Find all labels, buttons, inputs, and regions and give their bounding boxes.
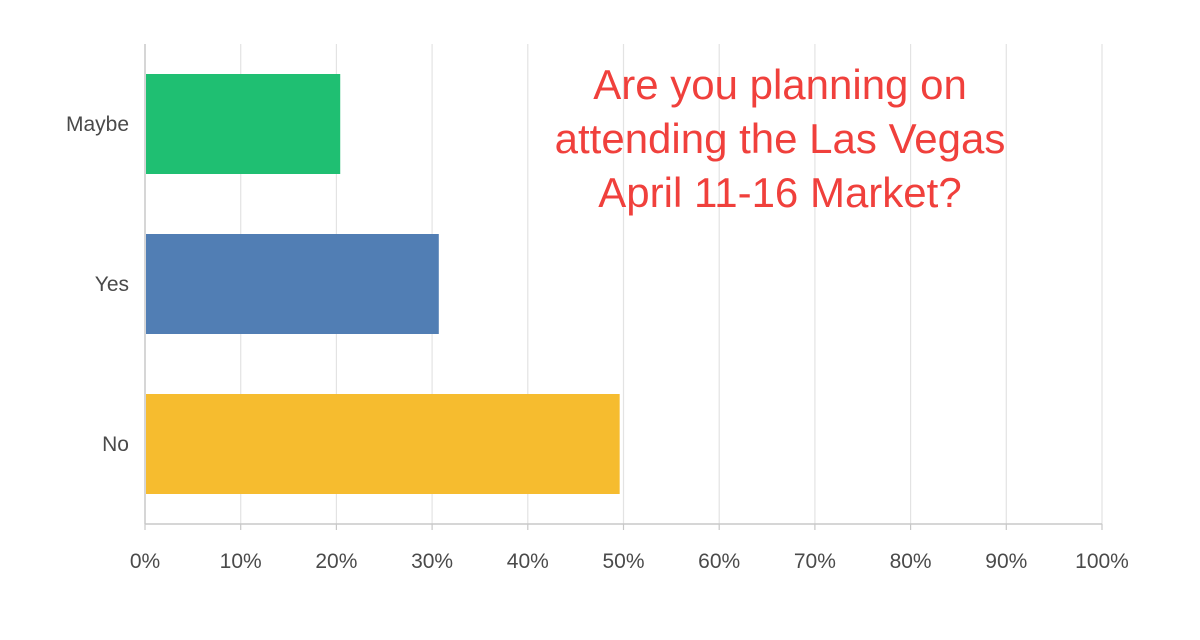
axes (144, 44, 1103, 530)
y-category-label: No (102, 433, 129, 456)
x-tick-label: 0% (130, 550, 160, 573)
bars (146, 74, 620, 494)
labels: 0% 10% 20% 30% 40% 50% 60% 70% 80% 90% 100% Maybe Ye… (66, 113, 1129, 573)
chart-title-line-2: attending the Las Vegas (554, 115, 1006, 162)
y-category-label: Maybe (66, 113, 129, 136)
bar-maybe (146, 74, 341, 174)
x-tick-label: 100% (1075, 550, 1129, 573)
y-category-label: Yes (95, 273, 129, 296)
x-tick-label: 90% (985, 550, 1027, 573)
x-tick-label: 30% (411, 550, 453, 573)
bar-no (146, 394, 620, 494)
x-tick-label: 10% (220, 550, 262, 573)
x-tick-label: 40% (507, 550, 549, 573)
chart-title: Are you planning on attending the Las Ve… (520, 58, 1040, 220)
chart-title-line-1: Are you planning on (593, 61, 967, 108)
x-tick-label: 60% (698, 550, 740, 573)
x-tick-label: 20% (315, 550, 357, 573)
x-tick-label: 70% (794, 550, 836, 573)
x-tick-label: 80% (890, 550, 932, 573)
bar-yes (146, 234, 439, 334)
x-tick-label: 50% (602, 550, 644, 573)
chart-title-line-3: April 11-16 Market? (598, 169, 962, 216)
